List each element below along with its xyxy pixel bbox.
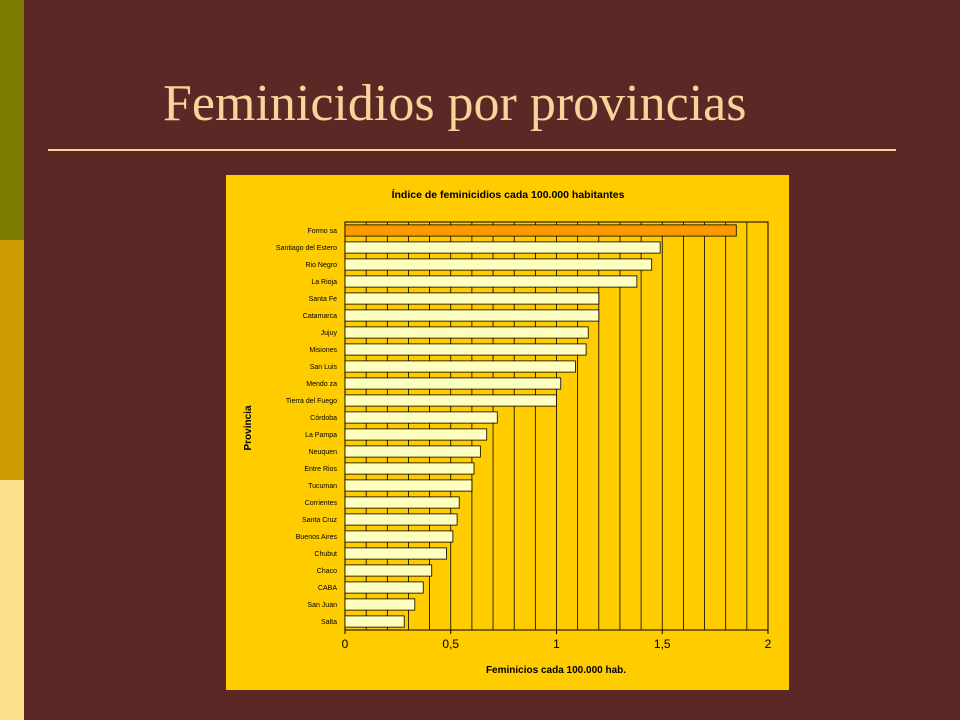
category-label: San Luis bbox=[310, 364, 338, 371]
accent-strip-middle bbox=[0, 240, 24, 480]
category-label: Chubut bbox=[314, 551, 337, 558]
x-tick-label: 0 bbox=[342, 637, 349, 651]
bar bbox=[344, 377, 562, 390]
category-label: La Rioja bbox=[311, 279, 337, 286]
bar-chart: Índice de feminicidios cada 100.000 habi… bbox=[243, 188, 772, 676]
bar bbox=[344, 394, 557, 407]
x-tick-label: 1,5 bbox=[654, 637, 671, 651]
accent-strip-bottom bbox=[0, 480, 24, 720]
bar bbox=[344, 615, 405, 628]
x-axis-label: Feminicios cada 100.000 hab. bbox=[486, 665, 626, 676]
category-label: Tierra del Fuego bbox=[286, 398, 337, 405]
category-label: Entre Rios bbox=[304, 466, 337, 473]
bar bbox=[344, 598, 416, 611]
chart-panel: Índice de feminicidios cada 100.000 habi… bbox=[226, 175, 789, 690]
bar bbox=[344, 360, 576, 373]
category-label: Santa Fe bbox=[309, 296, 338, 303]
bar bbox=[344, 462, 475, 475]
category-label: Corrientes bbox=[305, 500, 338, 507]
x-tick-label: 2 bbox=[765, 637, 772, 651]
bar bbox=[344, 547, 447, 560]
slide-title: Feminicidios por provincias bbox=[163, 75, 747, 132]
bar bbox=[344, 224, 737, 237]
chart-title: Índice de feminicidios cada 100.000 habi… bbox=[392, 188, 625, 201]
category-label: Catamarca bbox=[303, 313, 337, 320]
bar bbox=[344, 530, 454, 543]
category-label: Buenos Aires bbox=[296, 534, 338, 541]
category-label: Chaco bbox=[317, 568, 337, 575]
category-label: San Juan bbox=[307, 602, 337, 609]
x-tick-label: 0,5 bbox=[442, 637, 459, 651]
x-tick-labels: 0 0,5 1 1,5 2 bbox=[342, 637, 772, 651]
y-axis-label: Provincia bbox=[243, 405, 254, 450]
category-label: Tucuman bbox=[308, 483, 337, 490]
bar bbox=[344, 309, 600, 322]
category-label: Santiago del Estero bbox=[276, 245, 337, 252]
category-label: Rio Negro bbox=[305, 262, 337, 269]
category-label: CABA bbox=[318, 585, 337, 592]
bar bbox=[344, 241, 661, 254]
title-underline bbox=[48, 149, 896, 151]
bar bbox=[344, 581, 424, 594]
bar bbox=[344, 326, 589, 339]
category-labels: Formo sa Santiago del Estero Rio Negro La R… bbox=[276, 228, 338, 626]
category-label: Misiones bbox=[309, 347, 337, 354]
category-label: Jujuy bbox=[321, 330, 338, 337]
bar bbox=[344, 513, 458, 526]
bar bbox=[344, 411, 498, 424]
bar bbox=[344, 343, 587, 356]
bar bbox=[344, 275, 638, 288]
category-label: Córdoba bbox=[310, 415, 337, 422]
category-label: Salta bbox=[321, 619, 337, 626]
bar bbox=[344, 445, 481, 458]
category-label: La Pampa bbox=[305, 432, 337, 439]
bar bbox=[344, 428, 488, 441]
category-label: Formo sa bbox=[307, 228, 337, 235]
gridlines bbox=[344, 221, 769, 634]
bar bbox=[344, 258, 653, 271]
bars bbox=[344, 224, 737, 628]
bar bbox=[344, 292, 600, 305]
accent-strip-top bbox=[0, 0, 24, 240]
category-label: Santa Cruz bbox=[302, 517, 338, 524]
bar bbox=[344, 564, 433, 577]
x-tick-label: 1 bbox=[553, 637, 560, 651]
category-label: Mendo za bbox=[306, 381, 337, 388]
bar bbox=[344, 479, 473, 492]
bar bbox=[344, 496, 460, 509]
category-label: Neuquen bbox=[309, 449, 338, 456]
